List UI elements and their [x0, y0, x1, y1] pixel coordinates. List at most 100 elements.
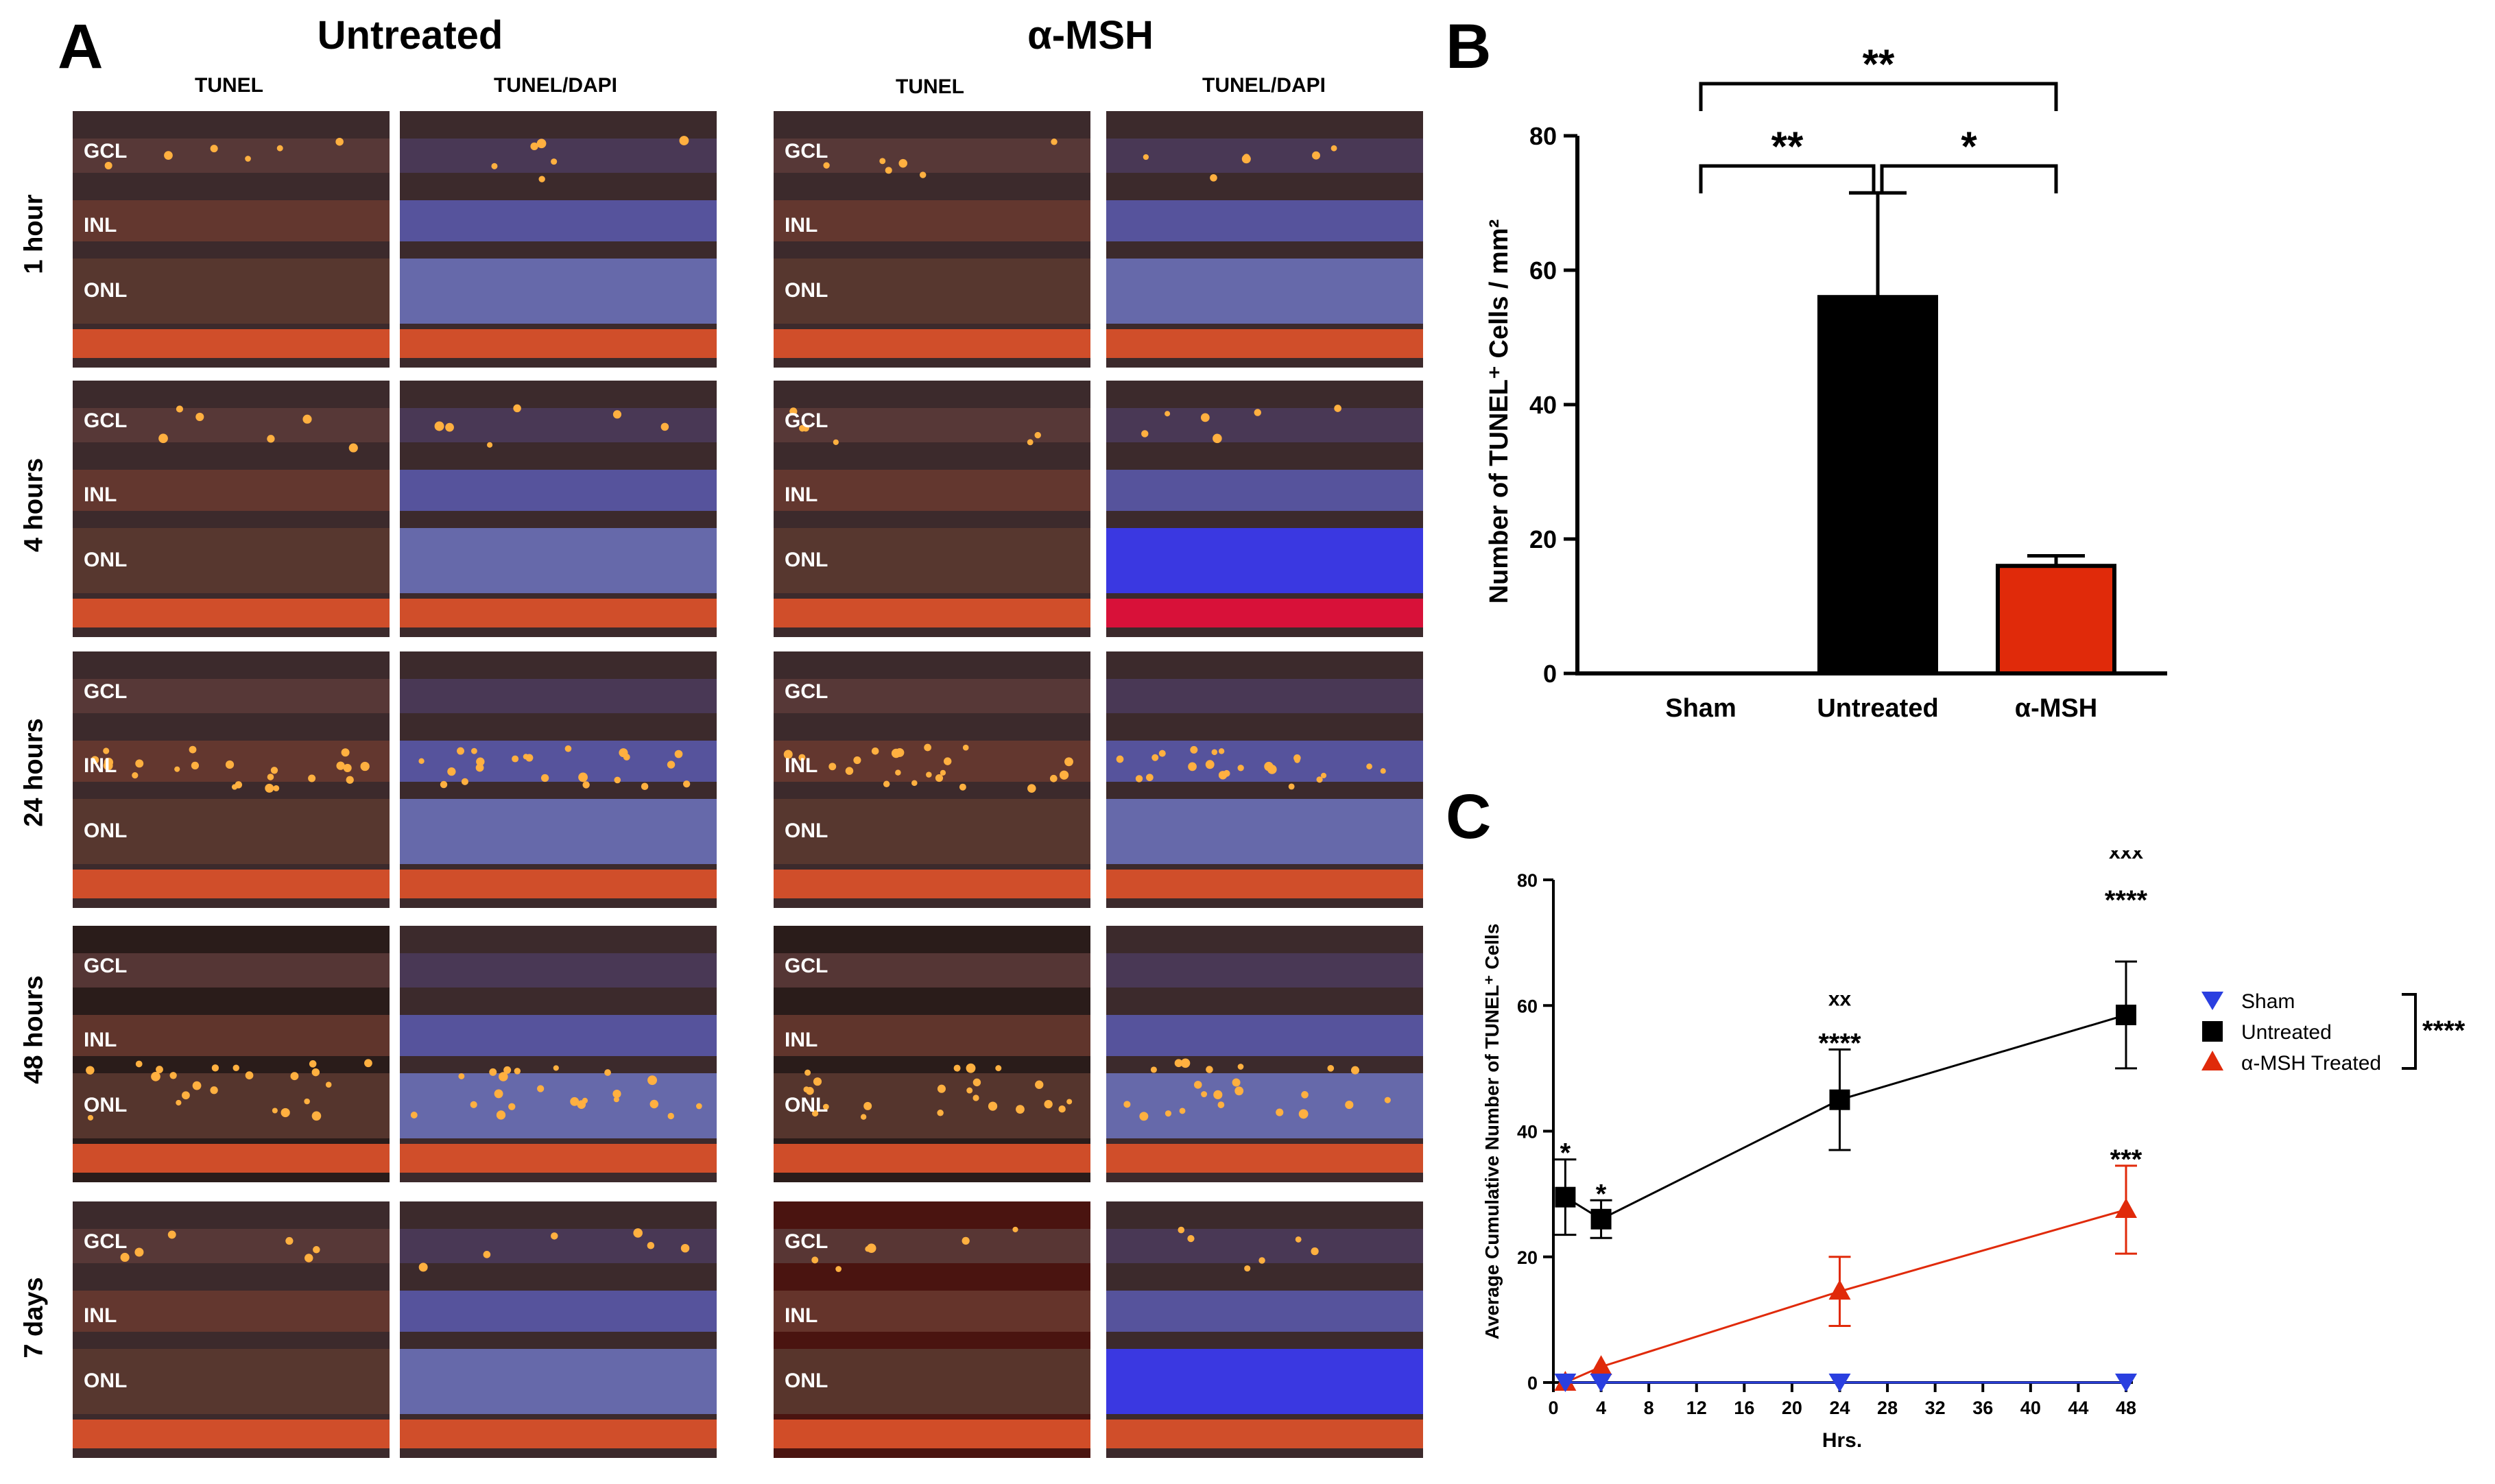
row-label-7-days: 7 days [19, 1277, 49, 1359]
col-head-msh-tunel-dapi: TUNEL/DAPI [1202, 74, 1326, 97]
micrograph-image [400, 651, 717, 908]
micrograph-untreated-tunel-row-2: GCL INL ONL [73, 381, 390, 637]
significance-annotation: xxx [2109, 850, 2143, 863]
layer-label-inl: INL [785, 1029, 818, 1051]
bar-chart-y-label: Number of TUNEL⁺ Cells / mm² [1485, 219, 1514, 604]
layer-label-gcl: GCL [84, 955, 128, 977]
layer-label-gcl: GCL [84, 409, 128, 432]
micrograph-image [774, 381, 1090, 637]
layer-label-onl: ONL [84, 819, 128, 842]
legend-label: Untreated [2241, 1021, 2332, 1044]
significance-annotation: * [1596, 1179, 1607, 1209]
micrograph-msh-tunel-row-4: GCL INL ONL [774, 926, 1090, 1182]
layer-label-gcl: GCL [785, 680, 828, 703]
series-marker [1828, 1374, 1851, 1392]
significance-annotation: * [1560, 1138, 1571, 1169]
micrograph-msh-tunel-dapi-row-4 [1106, 926, 1423, 1182]
series-marker [1590, 1374, 1612, 1392]
layer-label-onl: ONL [84, 1094, 128, 1116]
col-head-msh-tunel: TUNEL [896, 75, 964, 98]
micrograph-untreated-tunel-dapi-row-4 [400, 926, 717, 1182]
micrograph-image [73, 1201, 390, 1458]
group-title-untreated: Untreated [317, 13, 503, 58]
series-marker [1590, 1208, 1612, 1230]
micrograph-image [73, 381, 390, 637]
bar-chart-category-label: α-MSH [2015, 694, 2097, 723]
micrograph-msh-tunel-dapi-row-1 [1106, 111, 1423, 368]
significance-annotation: xx [1828, 988, 1852, 1010]
panel-b-letter: B [1446, 12, 1492, 82]
micrograph-image [400, 1201, 717, 1458]
line-chart-x-tick-label: 48 [2116, 1398, 2136, 1418]
line-chart-x-tick-label: 40 [2020, 1398, 2041, 1418]
col-head-untreated-tunel-dapi: TUNEL/DAPI [494, 74, 617, 97]
micrograph-untreated-tunel-row-3: GCL INL ONL [73, 651, 390, 908]
line-chart-y-tick-label: 40 [1517, 1122, 1538, 1142]
micrograph-image [1106, 381, 1423, 637]
panel-a-letter: A [58, 12, 104, 82]
series-marker [2115, 1374, 2137, 1392]
series-marker [2115, 1198, 2137, 1219]
significance-label: ** [1771, 123, 1804, 169]
micrograph-untreated-tunel-dapi-row-3 [400, 651, 717, 908]
significance-bracket [1699, 82, 2058, 111]
layer-label-inl: INL [84, 214, 117, 237]
bar-chart-y-tick-label: 60 [1529, 256, 1557, 285]
micrograph-image [774, 651, 1090, 908]
series-marker [2201, 1051, 2223, 1070]
micrograph-msh-tunel-dapi-row-2 [1106, 381, 1423, 637]
row-label-4-hours: 4 hours [19, 457, 49, 553]
micrograph-image [1106, 111, 1423, 368]
series-marker [1590, 1355, 1612, 1376]
line-chart-x-tick-label: 12 [1686, 1398, 1707, 1418]
micrograph-untreated-tunel-row-5: GCL INL ONL [73, 1201, 390, 1458]
line-chart-y-tick-label: 20 [1517, 1247, 1538, 1268]
line-chart-x-tick-label: 32 [1925, 1398, 1946, 1418]
micrograph-image [1106, 926, 1423, 1182]
line-chart-y-tick-label: 80 [1517, 870, 1538, 891]
line-chart-x-tick-label: 8 [1644, 1398, 1654, 1418]
line-chart-x-tick-label: 0 [1548, 1398, 1558, 1418]
row-label-48-hours: 48 hours [19, 975, 49, 1084]
micrograph-untreated-tunel-row-1: GCL INL ONL [73, 111, 390, 368]
bar-1 [1817, 295, 1938, 675]
micrograph-image [400, 111, 717, 368]
series-marker [2202, 1021, 2223, 1042]
series-marker [2116, 1004, 2136, 1025]
micrograph-image [73, 651, 390, 908]
layer-label-gcl: GCL [84, 140, 128, 163]
significance-bracket [1880, 164, 2058, 193]
micrograph-image [1106, 651, 1423, 908]
bar-chart-y-tick-label: 80 [1529, 122, 1557, 150]
micrograph-msh-tunel-dapi-row-3 [1106, 651, 1423, 908]
bar-chart-category-label: Sham [1665, 694, 1736, 723]
bar-chart-y-tick-label: 20 [1529, 525, 1557, 553]
line-chart-x-tick-label: 36 [1972, 1398, 1993, 1418]
layer-label-onl: ONL [84, 549, 128, 571]
bar-2 [1996, 564, 2116, 676]
line-chart-x-tick-label: 16 [1734, 1398, 1754, 1418]
layer-label-onl: ONL [785, 1369, 828, 1392]
line-chart-y-label: Average Cumulative Number of TUNEL⁺ Cell… [1481, 924, 1503, 1340]
layer-label-onl: ONL [785, 819, 828, 842]
row-label-1-hour: 1 hour [19, 194, 49, 274]
col-head-untreated-tunel: TUNEL [195, 74, 263, 97]
layer-label-gcl: GCL [785, 1230, 828, 1253]
line-chart-x-label: Hrs. [1822, 1429, 1862, 1452]
line-chart-y-tick-label: 0 [1527, 1373, 1538, 1393]
layer-label-inl: INL [84, 754, 117, 777]
micrograph-image [73, 111, 390, 368]
series-marker [2201, 992, 2223, 1010]
layer-label-inl: INL [785, 754, 818, 777]
legend-bracket-label: **** [2422, 1016, 2466, 1046]
layer-label-onl: ONL [785, 1094, 828, 1116]
micrograph-image [1106, 1201, 1423, 1458]
micrograph-msh-tunel-dapi-row-5 [1106, 1201, 1423, 1458]
micrograph-msh-tunel-row-3: GCL INL ONL [774, 651, 1090, 908]
legend-label: α-MSH Treated [2241, 1052, 2381, 1075]
layer-label-inl: INL [84, 1029, 117, 1051]
group-title-msh: α-MSH [1027, 13, 1154, 58]
micrograph-untreated-tunel-dapi-row-1 [400, 111, 717, 368]
